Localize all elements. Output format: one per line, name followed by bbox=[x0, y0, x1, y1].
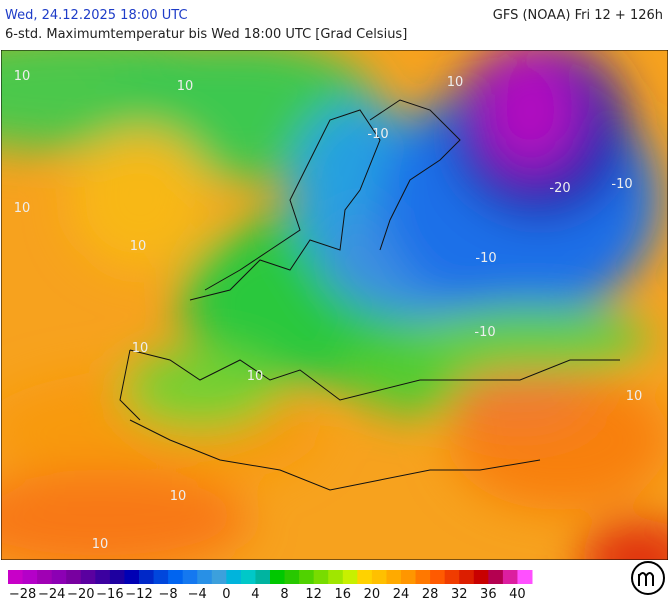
contour-label: -10 bbox=[611, 177, 632, 192]
colorbar-label: −12 bbox=[125, 587, 152, 600]
contour-label: 10 bbox=[447, 75, 464, 90]
colorbar-label: 16 bbox=[335, 587, 352, 600]
colorbar-label: 4 bbox=[251, 587, 259, 600]
colorbar-segment bbox=[299, 570, 315, 584]
colorbar-segment bbox=[37, 570, 53, 584]
subtitle: 6-std. Maximumtemperatur bis Wed 18:00 U… bbox=[5, 27, 407, 42]
contour-label: 10 bbox=[132, 341, 149, 356]
map: 10 10 10 10 10 10 10 10 -10 -10 -20 -10 -10 10 10 bbox=[1, 50, 668, 560]
colorbar-segment bbox=[342, 570, 358, 584]
colorbar-label: 8 bbox=[280, 587, 288, 600]
contour-label: -10 bbox=[474, 325, 495, 340]
contour-label: 10 bbox=[626, 389, 643, 404]
contour-label: 10 bbox=[14, 201, 31, 216]
contour-label: 10 bbox=[130, 239, 147, 254]
colorbar-segment bbox=[415, 570, 431, 584]
colorbar-segment bbox=[401, 570, 417, 584]
colorbar-segment bbox=[371, 570, 387, 584]
contour-label: -10 bbox=[475, 251, 496, 266]
colorbar-label: 12 bbox=[305, 587, 322, 600]
contour-label: -10 bbox=[367, 127, 388, 142]
colorbar-label: 20 bbox=[364, 587, 381, 600]
contour-label: 10 bbox=[14, 69, 31, 84]
colorbar-segment bbox=[313, 570, 329, 584]
colorbar-label: 40 bbox=[509, 587, 526, 600]
logo bbox=[631, 561, 665, 595]
colorbar-segment bbox=[328, 570, 344, 584]
colorbar-label: −28 bbox=[9, 587, 36, 600]
colorbar-segment bbox=[488, 570, 504, 584]
colorbar-label: 24 bbox=[393, 587, 410, 600]
colorbar-label: −16 bbox=[96, 587, 123, 600]
colorbar-segment bbox=[51, 570, 67, 584]
colorbar-segment bbox=[502, 570, 518, 584]
header-title: Wed, 24.12.2025 18:00 UTC bbox=[5, 8, 188, 23]
colorbar-label: 32 bbox=[451, 587, 468, 600]
colorbar-segment bbox=[386, 570, 402, 584]
colorbar-segment bbox=[66, 570, 82, 584]
colorbar-segment bbox=[22, 570, 38, 584]
colorbar-segment bbox=[255, 570, 271, 584]
colorbar-label: 36 bbox=[480, 587, 497, 600]
colorbar-segment bbox=[168, 570, 184, 584]
colorbar-segment bbox=[473, 570, 489, 584]
colorbar-label: 28 bbox=[422, 587, 439, 600]
contour-label: 10 bbox=[92, 537, 109, 552]
contour-label: -20 bbox=[549, 181, 570, 196]
colorbar-segment bbox=[357, 570, 373, 584]
model-run: GFS (NOAA) Fri 12 + 126h bbox=[493, 8, 663, 23]
colorbar-segment bbox=[197, 570, 213, 584]
colorbar-segment bbox=[270, 570, 286, 584]
colorbar-label: −20 bbox=[67, 587, 94, 600]
colorbar-segment bbox=[153, 570, 169, 584]
colorbar-segment bbox=[139, 570, 155, 584]
colorbar-segment bbox=[95, 570, 111, 584]
colorbar-label: −24 bbox=[38, 587, 65, 600]
colorbar-segment bbox=[517, 570, 533, 584]
colorbar-segment bbox=[182, 570, 198, 584]
colorbar-label: −8 bbox=[159, 587, 178, 600]
colorbar-segment bbox=[8, 570, 24, 584]
colorbar-segment bbox=[284, 570, 300, 584]
colorbar-segment bbox=[226, 570, 242, 584]
colorbar-segment bbox=[109, 570, 125, 584]
colorbar-segment bbox=[80, 570, 96, 584]
colorbar-segment bbox=[211, 570, 227, 584]
colorbar-segment bbox=[240, 570, 256, 584]
colorbar-segment bbox=[124, 570, 140, 584]
colorbar-segment bbox=[430, 570, 446, 584]
colorbar-segment bbox=[444, 570, 460, 584]
colorbar-label: −4 bbox=[188, 587, 207, 600]
colorbar-label: 0 bbox=[222, 587, 230, 600]
contour-label: 10 bbox=[177, 79, 194, 94]
contour-label: 10 bbox=[170, 489, 187, 504]
contour-label: 10 bbox=[247, 369, 264, 384]
colorbar-segment bbox=[459, 570, 475, 584]
